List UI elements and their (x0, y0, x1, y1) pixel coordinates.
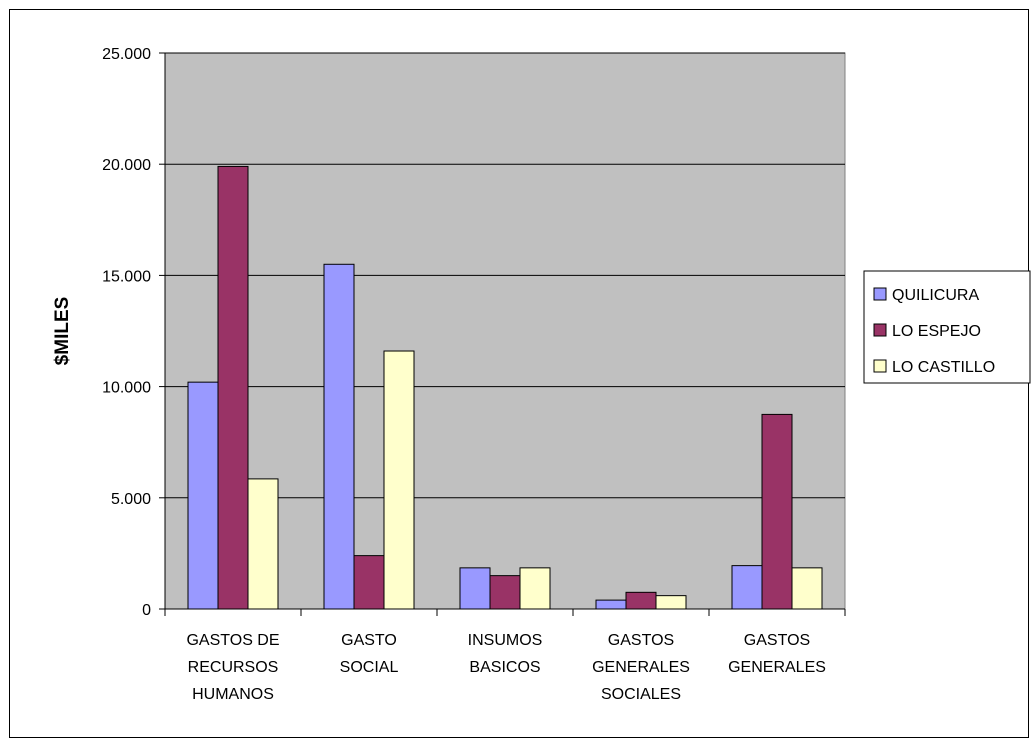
x-category-label: GASTOS DE RECURSOS HUMANOS (186, 632, 279, 703)
legend-swatch (873, 359, 887, 373)
legend: QUILICURA LO ESPEJO LO CASTILLO (863, 270, 1031, 384)
bars (187, 165, 823, 610)
bar-lo-espejo (761, 413, 793, 610)
y-tick-label: 0 (142, 602, 151, 619)
axes (159, 52, 846, 616)
x-category-label: GASTOS GENERALES SOCIALES (592, 632, 690, 703)
x-category-label: GASTO SOCIAL (340, 632, 399, 676)
legend-swatch (873, 323, 887, 337)
legend-label: LO ESPEJO (892, 323, 981, 340)
bar-lo-espejo (625, 591, 657, 610)
x-category-label: GASTOS GENERALES (728, 632, 826, 676)
bar-lo-castillo (519, 567, 551, 610)
bar-lo-castillo (383, 350, 415, 610)
y-tick-labels: 0 5.000 10.000 15.000 20.000 25.000 (102, 46, 151, 619)
x-category-labels: GASTOS DE RECURSOS HUMANOS GASTO SOCIAL INSUM… (186, 632, 825, 703)
legend-box (863, 270, 1031, 384)
bar-quilicura (323, 263, 355, 610)
x-category-label: INSUMOS BASICOS (468, 632, 543, 676)
y-tick-label: 20.000 (102, 157, 151, 174)
bar-quilicura (459, 567, 491, 610)
bar-quilicura (187, 381, 219, 610)
bar-lo-castillo (791, 567, 823, 610)
y-tick-label: 15.000 (102, 268, 151, 285)
bar-lo-castillo (655, 595, 687, 610)
bar-lo-espejo (353, 555, 385, 610)
bar-lo-espejo (489, 575, 521, 610)
bar-lo-castillo (247, 478, 279, 610)
bar-lo-espejo (217, 165, 249, 610)
y-axis-label: $MILES (52, 297, 73, 366)
legend-label: LO CASTILLO (892, 359, 995, 376)
bar-quilicura (595, 599, 627, 610)
legend-swatch (873, 287, 887, 301)
y-tick-label: 25.000 (102, 46, 151, 63)
y-tick-label: 10.000 (102, 380, 151, 397)
y-tick-label: 5.000 (111, 491, 151, 508)
legend-label: QUILICURA (892, 287, 979, 304)
bar-quilicura (731, 565, 763, 610)
